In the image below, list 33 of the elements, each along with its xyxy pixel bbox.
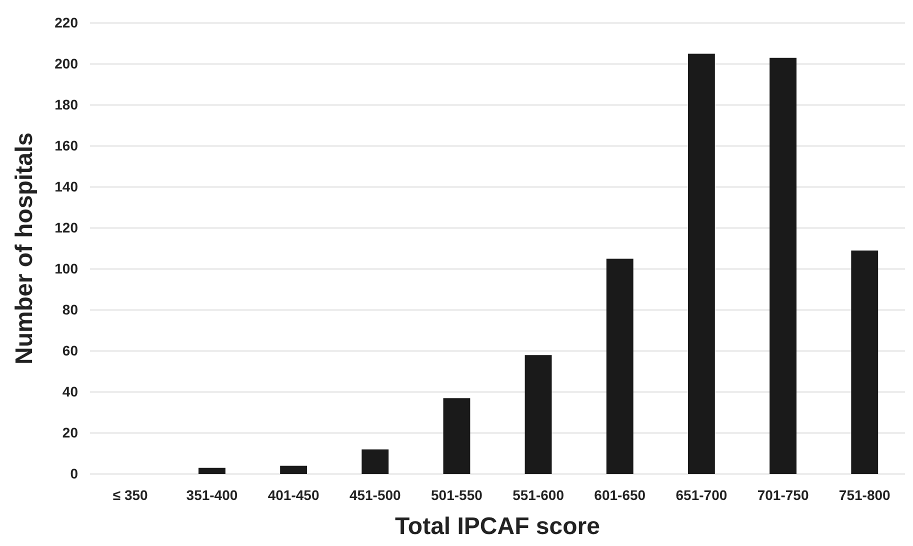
y-tick-label: 100 <box>54 260 78 276</box>
x-tick-label: ≤ 350 <box>112 486 148 503</box>
x-tick-label: 451-500 <box>349 486 402 503</box>
x-tick-label: 501-550 <box>431 486 483 503</box>
bar <box>280 466 308 474</box>
y-tick-label: 60 <box>62 342 78 358</box>
y-tick-label: 120 <box>54 219 78 236</box>
x-tick-label: 351-400 <box>186 486 238 503</box>
y-tick-label: 140 <box>54 178 78 194</box>
bar <box>443 398 470 474</box>
bar <box>362 449 389 474</box>
x-tick-label: 701-750 <box>757 486 809 503</box>
y-tick-label: 180 <box>54 96 78 112</box>
y-axis-title: Number of hospitals <box>11 132 38 365</box>
x-tick-label: 401-450 <box>268 486 320 503</box>
y-tick-label: 40 <box>62 383 78 400</box>
bar <box>851 250 878 474</box>
x-axis-title: Total IPCAF score <box>395 513 600 540</box>
bar <box>688 54 715 474</box>
y-tick-label: 200 <box>54 55 78 72</box>
x-tick-label: 651-700 <box>676 486 728 503</box>
y-tick-label: 80 <box>62 301 78 318</box>
x-tick-label: 601-650 <box>594 486 646 503</box>
bar <box>524 355 552 474</box>
y-tick-label: 20 <box>62 424 78 440</box>
x-tick-label: 551-600 <box>512 486 564 503</box>
y-tick-label: 220 <box>54 14 78 30</box>
bar <box>606 258 634 474</box>
y-tick-label: 0 <box>70 465 78 482</box>
y-tick-label: 160 <box>54 137 78 154</box>
x-tick-label: 751-800 <box>838 486 891 503</box>
bar <box>198 468 226 474</box>
bar <box>770 58 796 474</box>
